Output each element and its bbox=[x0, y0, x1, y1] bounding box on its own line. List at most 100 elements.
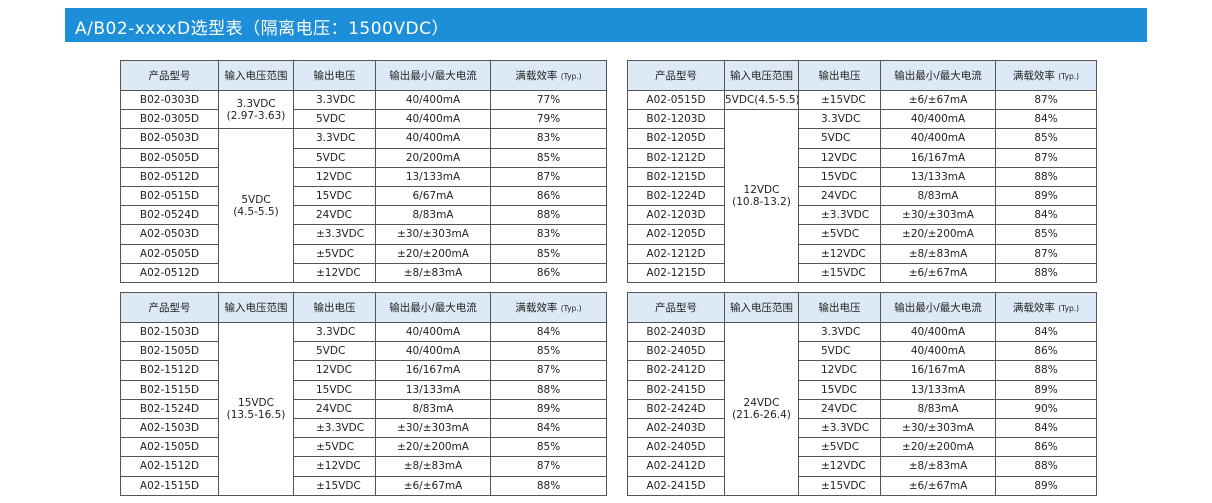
input-line: (2.97-3.63) bbox=[226, 109, 286, 122]
model-cell: A02-0503D bbox=[120, 224, 219, 245]
output-voltage-cell: 24VDC bbox=[293, 205, 376, 226]
model-cell: B02-1515D bbox=[120, 379, 219, 400]
input-cell: 5VDC(4.5-5.5) bbox=[724, 89, 799, 111]
efficiency-cell: 85% bbox=[995, 128, 1097, 149]
output-voltage-cell: 3.3VDC bbox=[293, 321, 376, 343]
efficiency-cell: 85% bbox=[490, 437, 607, 458]
model-cell: B02-1215D bbox=[627, 166, 725, 187]
efficiency-cell: 83% bbox=[490, 128, 607, 149]
efficiency-cell: 77% bbox=[490, 89, 607, 111]
input-line: 24VDC bbox=[743, 396, 780, 409]
data-row: B02-1224D 24VDC 8/83mA 89% bbox=[627, 185, 1097, 207]
current-cell: 8/83mA bbox=[880, 398, 996, 419]
current-cell: ±30/±303mA bbox=[375, 417, 491, 439]
input-line: (10.8-13.2) bbox=[732, 196, 791, 209]
data-row: A02-1505D ±5VDC ±20/±200mA 85% bbox=[120, 437, 607, 458]
header-note: (Typ.) bbox=[560, 304, 582, 313]
efficiency-cell: 86% bbox=[995, 341, 1097, 362]
output-voltage-cell: 5VDC bbox=[798, 341, 881, 362]
header-row: 产品型号 输入电压范围 输出电压 输出最小/最大电流 满载效率 (Typ.) bbox=[627, 60, 1097, 91]
header-cell: 输入电压范围 bbox=[218, 292, 294, 323]
model-cell: A02-1503D bbox=[120, 417, 219, 439]
model-cell: B02-0515D bbox=[120, 185, 219, 207]
current-cell: ±20/±200mA bbox=[375, 437, 491, 458]
efficiency-cell: 89% bbox=[995, 379, 1097, 400]
current-cell: 40/400mA bbox=[375, 128, 491, 149]
current-cell: ±8/±83mA bbox=[375, 456, 491, 477]
current-cell: 13/133mA bbox=[375, 379, 491, 400]
efficiency-cell: 87% bbox=[490, 360, 607, 381]
output-voltage-cell: ±12VDC bbox=[798, 243, 881, 264]
efficiency-cell: 89% bbox=[490, 398, 607, 419]
input-line: 5VDC bbox=[241, 193, 271, 206]
input-cell: 12VDC (10.8-13.2) bbox=[724, 109, 799, 283]
efficiency-cell: 89% bbox=[995, 475, 1097, 496]
current-cell: ±6/±67mA bbox=[375, 475, 491, 496]
data-row: B02-1205D 5VDC 40/400mA 85% bbox=[627, 128, 1097, 149]
current-cell: ±30/±303mA bbox=[880, 417, 996, 439]
data-row: B02-1512D 12VDC 16/167mA 87% bbox=[120, 360, 607, 381]
output-voltage-cell: 5VDC bbox=[798, 128, 881, 149]
output-voltage-cell: 24VDC bbox=[798, 185, 881, 207]
model-cell: B02-0305D bbox=[120, 109, 219, 130]
header-cell: 满载效率 (Typ.) bbox=[995, 292, 1097, 323]
efficiency-cell: 87% bbox=[490, 456, 607, 477]
model-cell: A02-1515D bbox=[120, 475, 219, 496]
data-row: A02-1515D ±15VDC ±6/±67mA 88% bbox=[120, 475, 607, 496]
efficiency-cell: 88% bbox=[995, 166, 1097, 187]
output-voltage-cell: 3.3VDC bbox=[293, 128, 376, 149]
output-voltage-cell: 3.3VDC bbox=[798, 109, 881, 130]
data-row: A02-0503D ±3.3VDC ±30/±303mA 83% bbox=[120, 224, 607, 245]
header-cell: 输出最小/最大电流 bbox=[880, 292, 996, 323]
efficiency-cell: 87% bbox=[995, 89, 1097, 111]
model-cell: B02-2405D bbox=[627, 341, 725, 362]
efficiency-cell: 90% bbox=[995, 398, 1097, 419]
data-row: B02-0512D 12VDC 13/133mA 87% bbox=[120, 166, 607, 187]
output-voltage-cell: ±15VDC bbox=[798, 89, 881, 111]
current-cell: 8/83mA bbox=[375, 398, 491, 419]
model-cell: A02-2405D bbox=[627, 437, 725, 458]
output-voltage-cell: 3.3VDC bbox=[293, 89, 376, 111]
header-cell: 输出最小/最大电流 bbox=[375, 292, 491, 323]
header-note: (Typ.) bbox=[1058, 304, 1080, 313]
output-voltage-cell: 3.3VDC bbox=[798, 321, 881, 343]
current-cell: ±30/±303mA bbox=[880, 205, 996, 226]
input-cell: 15VDC (13.5-16.5) bbox=[218, 322, 294, 496]
header-text: 满载效率 bbox=[515, 302, 558, 314]
data-row: B02-1515D 15VDC 13/133mA 88% bbox=[120, 379, 607, 400]
spec-table: 产品型号 输入电压范围 输出电压 输出最小/最大电流 满载效率 (Typ.) B02-15… bbox=[120, 292, 607, 496]
current-cell: 40/400mA bbox=[375, 321, 491, 343]
current-cell: 16/167mA bbox=[880, 147, 996, 168]
output-voltage-cell: ±15VDC bbox=[293, 475, 376, 496]
model-cell: B02-1224D bbox=[627, 185, 725, 207]
model-cell: B02-0503D bbox=[120, 128, 219, 149]
input-cell: 3.3VDC (2.97-3.63) bbox=[218, 89, 294, 130]
model-cell: B02-1512D bbox=[120, 360, 219, 381]
data-row: B02-2412D 12VDC 16/167mA 88% bbox=[627, 360, 1097, 381]
header-row: 产品型号 输入电压范围 输出电压 输出最小/最大电流 满载效率 (Typ.) bbox=[627, 292, 1097, 323]
efficiency-cell: 85% bbox=[490, 147, 607, 168]
header-cell: 产品型号 bbox=[120, 292, 219, 323]
output-voltage-cell: ±12VDC bbox=[798, 456, 881, 477]
model-cell: B02-1524D bbox=[120, 398, 219, 419]
output-voltage-cell: ±5VDC bbox=[798, 224, 881, 245]
current-cell: ±20/±200mA bbox=[880, 437, 996, 458]
data-row: B02-2415D 15VDC 13/133mA 89% bbox=[627, 379, 1097, 400]
efficiency-cell: 84% bbox=[995, 205, 1097, 226]
current-cell: 16/167mA bbox=[880, 360, 996, 381]
current-cell: ±30/±303mA bbox=[375, 224, 491, 245]
current-cell: ±8/±83mA bbox=[880, 456, 996, 477]
data-row: A02-2403D ±3.3VDC ±30/±303mA 84% bbox=[627, 417, 1097, 439]
model-cell: B02-2415D bbox=[627, 379, 725, 400]
current-cell: 13/133mA bbox=[880, 166, 996, 187]
title-bar: A/B02-xxxxD选型表（隔离电压：1500VDC） bbox=[65, 8, 1147, 42]
current-cell: ±6/±67mA bbox=[880, 89, 996, 111]
data-row: A02-1503D ±3.3VDC ±30/±303mA 84% bbox=[120, 417, 607, 439]
data-row: A02-2412D ±12VDC ±8/±83mA 88% bbox=[627, 456, 1097, 477]
data-row: A02-0512D ±12VDC ±8/±83mA 86% bbox=[120, 262, 607, 283]
output-voltage-cell: 15VDC bbox=[798, 379, 881, 400]
current-cell: 40/400mA bbox=[880, 128, 996, 149]
data-row: B02-1505D 5VDC 40/400mA 85% bbox=[120, 341, 607, 362]
header-cell: 输入电压范围 bbox=[724, 60, 799, 91]
